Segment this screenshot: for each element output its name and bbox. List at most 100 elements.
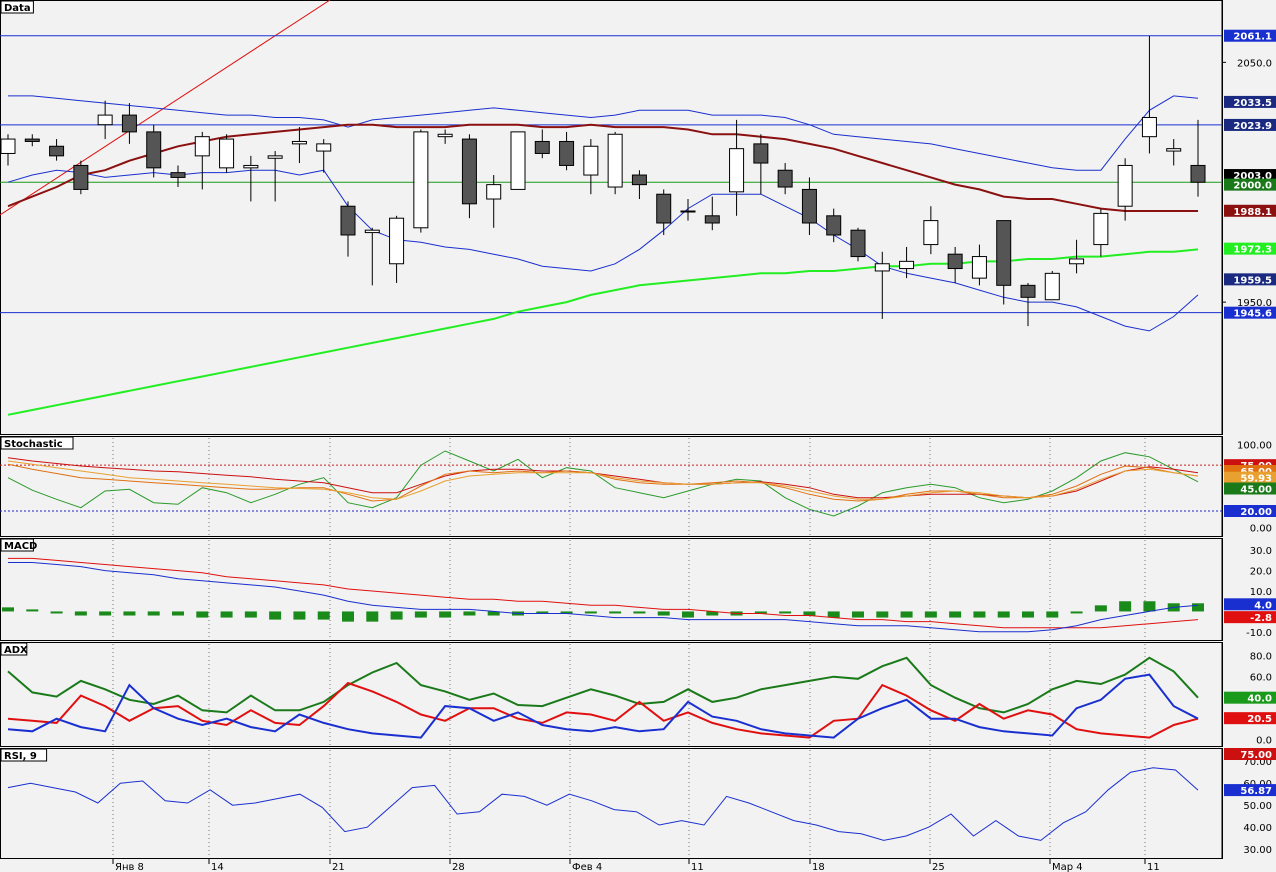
candle-body [340,205,356,236]
macd-histogram-bar [779,611,792,614]
candle-body [510,131,526,190]
rsi-tick-label: 70.00 [1243,757,1272,768]
candle-body [267,155,283,159]
panel-frame-rsi [0,748,1223,859]
price-badge: 1972.3 [1233,245,1272,256]
macd-histogram-bar [74,611,87,616]
macd-histogram-bar [973,611,986,618]
adx-tick-label: 80.0 [1250,652,1272,663]
adx-badge: 20.5 [1247,714,1272,725]
macd-tick-label: 20.0 [1250,567,1272,578]
macd-histogram-bar [463,611,476,616]
macd-histogram-bar [220,611,233,618]
macd-panel-title: MACD [4,541,37,552]
rsi-badge: 75.00 [1240,750,1272,761]
candle-body [291,140,307,145]
candle-body [121,114,137,133]
candle-body [1141,116,1157,138]
price-badge: 2033.5 [1233,98,1272,109]
macd-histogram-bar [1046,611,1059,618]
stochastic-panel-title: Stochastic [4,439,63,450]
candle-body [486,184,502,200]
x-tick-label: Фев 4 [572,862,602,872]
candle-body [923,220,939,246]
price-badge-bg [1224,242,1276,255]
macd-histogram-bar [269,611,282,620]
panel-frame-price [0,0,1223,435]
x-tick-label: 21 [332,862,345,872]
price-badge-bg [1224,169,1276,182]
price-panel-title-box [0,0,34,14]
price-badge: 1988.1 [1233,207,1272,218]
price-tick-label: 2050.0 [1237,58,1272,69]
bollinger-lower [7,169,1199,332]
macd-histogram-bar [949,611,962,618]
macd-histogram-bar [900,611,913,618]
macd-histogram-bar [657,611,670,616]
candle-body [170,172,186,178]
rsi-badge: 56.87 [1240,786,1272,797]
macd-histogram-bar [1192,603,1204,612]
candle-body [729,148,745,193]
macd-histogram-bar [876,611,889,618]
candle-body [1020,284,1036,298]
rsi-line [7,767,1199,841]
price-badge-bg [1224,29,1276,42]
macd-histogram-bar [1094,605,1107,612]
x-tick-label: 25 [932,862,945,872]
macd-histogram-bar [584,611,597,614]
macd-histogram-bar [26,609,39,612]
macd-histogram-bar [487,611,500,616]
macd-histogram-bar [147,611,160,616]
stochastic-tick-label: 100.00 [1237,440,1272,451]
macd-histogram-bar [293,611,306,620]
x-tick-label: Мар 4 [1052,862,1083,872]
bollinger-upper [8,95,1199,171]
macd-histogram-bar [172,611,184,616]
macd-histogram-bar [1022,611,1034,618]
macd-badge: 4.0 [1254,600,1272,611]
stochastic-line [7,463,1199,502]
adx-badge: 40.0 [1247,694,1272,705]
macd-histogram-bar [536,611,549,614]
rsi-tick-label: 40.00 [1243,823,1272,834]
candle-body [0,138,16,154]
macd-histogram-bar [1119,601,1132,612]
macd-histogram-bar [1143,601,1156,612]
candle-body [243,164,259,169]
macd-histogram-bar [924,611,937,618]
price-badge-bg [1224,178,1276,191]
stochastic-line [7,450,1199,517]
macd-histogram-bar [1070,611,1083,614]
candle-body [49,145,65,157]
adx-tick-label: 60.0 [1250,673,1272,684]
price-badge: 1945.6 [1233,309,1272,320]
adx-badge-bg [1224,691,1276,704]
candle-body [826,215,842,236]
candle-body [850,229,866,258]
candle-body [364,229,380,234]
x-tick-label: 14 [211,862,224,872]
rsi-badge-bg [1224,748,1276,760]
macd-histogram-bar [609,611,622,614]
candle-body [583,145,599,176]
macd-histogram-bar [196,611,209,618]
candle-body [1190,164,1206,183]
macd-histogram-bar [439,611,452,618]
candle-body [656,193,672,224]
macd-tick-label: -10.0 [1246,628,1272,639]
candle-body [777,169,793,188]
price-badge-bg [1224,118,1276,131]
macd-histogram-bar [827,611,840,618]
stochastic-badge-bg [1224,482,1276,495]
macd-histogram-bar [342,611,354,622]
x-tick-label: 11 [691,862,704,872]
price-badge: 2003.0 [1233,171,1272,182]
candle-body [1166,148,1182,152]
adx-panel-title: ADX [4,645,28,656]
candle-body [146,131,162,169]
stochastic-panel-title-box [0,436,74,450]
stochastic-badge-bg [1224,471,1276,484]
candle-body [24,138,40,142]
